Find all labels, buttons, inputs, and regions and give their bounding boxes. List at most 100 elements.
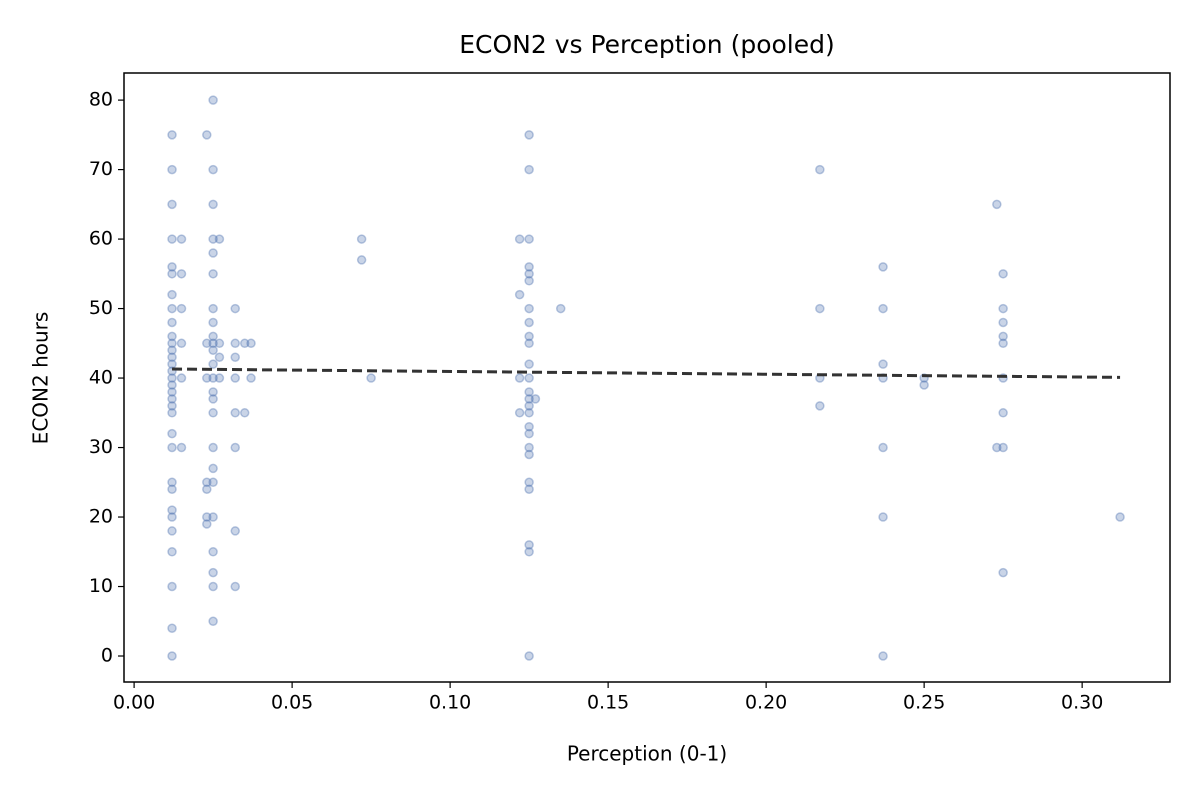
point xyxy=(208,581,218,592)
x-tick-label: 0.30 xyxy=(1061,692,1103,714)
point xyxy=(230,352,240,362)
point xyxy=(524,428,534,439)
point xyxy=(524,331,534,342)
point xyxy=(214,352,225,362)
point xyxy=(167,484,177,494)
point xyxy=(998,303,1008,314)
point xyxy=(524,547,534,557)
point xyxy=(524,408,534,418)
point xyxy=(524,442,534,453)
point xyxy=(208,331,218,342)
point xyxy=(167,373,177,383)
point xyxy=(167,338,177,349)
point xyxy=(208,164,218,175)
point xyxy=(167,130,177,140)
point xyxy=(230,581,240,592)
point xyxy=(208,408,218,418)
point xyxy=(230,408,240,418)
x-tick-label: 0.20 xyxy=(745,692,787,714)
point xyxy=(167,199,177,210)
point xyxy=(167,477,177,488)
y-tick-label: 30 xyxy=(89,436,113,458)
point xyxy=(878,359,888,369)
point xyxy=(167,442,177,453)
point xyxy=(208,616,218,627)
point xyxy=(239,338,250,349)
point xyxy=(998,567,1008,578)
point xyxy=(208,442,218,453)
y-tick-label: 60 xyxy=(89,228,113,250)
point xyxy=(524,651,534,661)
point xyxy=(176,234,187,244)
point xyxy=(524,540,534,550)
y-tick-label: 40 xyxy=(89,367,113,389)
point xyxy=(524,276,534,286)
trend-line xyxy=(172,367,1121,379)
point xyxy=(202,477,212,488)
point xyxy=(524,338,534,349)
point xyxy=(167,331,177,342)
y-axis-label: ECON2 hours xyxy=(29,312,53,445)
point xyxy=(208,338,218,349)
point xyxy=(524,401,534,411)
point xyxy=(524,269,534,279)
point xyxy=(230,526,240,536)
point xyxy=(208,463,218,474)
point xyxy=(230,373,240,383)
point xyxy=(998,338,1008,349)
point xyxy=(555,303,566,314)
point xyxy=(230,303,240,314)
point xyxy=(524,373,534,383)
point xyxy=(176,338,187,349)
point xyxy=(167,526,177,536)
x-axis-label: Perception (0-1) xyxy=(567,742,727,766)
point xyxy=(998,442,1008,453)
point xyxy=(167,164,177,175)
point xyxy=(878,651,888,661)
point xyxy=(208,269,218,279)
point xyxy=(208,317,218,328)
point xyxy=(524,262,534,272)
point xyxy=(208,512,218,522)
point xyxy=(514,408,525,418)
point xyxy=(246,338,256,349)
point xyxy=(208,303,218,314)
point xyxy=(514,373,525,383)
point xyxy=(246,373,256,383)
point xyxy=(998,317,1008,328)
y-tick-label: 80 xyxy=(89,89,113,111)
y-tick-label: 10 xyxy=(89,575,113,597)
point xyxy=(167,303,177,314)
y-tick-label: 70 xyxy=(89,158,113,180)
point xyxy=(202,519,212,529)
point xyxy=(167,394,177,404)
point xyxy=(167,317,177,328)
point xyxy=(167,651,177,661)
x-tick-label: 0.00 xyxy=(113,692,155,714)
point xyxy=(167,401,177,411)
y-tick-label: 0 xyxy=(101,645,113,667)
point xyxy=(524,477,534,488)
point xyxy=(998,269,1008,279)
point xyxy=(356,234,367,244)
point xyxy=(214,373,225,383)
point xyxy=(208,567,218,578)
y-tick-label: 50 xyxy=(89,297,113,319)
point xyxy=(167,269,177,279)
point xyxy=(878,303,888,314)
point xyxy=(815,401,825,411)
point xyxy=(878,512,888,522)
point xyxy=(167,262,177,272)
point xyxy=(167,345,177,356)
point xyxy=(167,547,177,557)
point xyxy=(514,289,525,300)
point xyxy=(167,289,177,300)
point xyxy=(202,512,212,522)
x-tick-label: 0.15 xyxy=(587,692,629,714)
point xyxy=(167,512,177,522)
point xyxy=(167,359,177,369)
point xyxy=(356,255,367,265)
chart-title: ECON2 vs Perception (pooled) xyxy=(459,30,835,59)
point xyxy=(208,359,218,369)
